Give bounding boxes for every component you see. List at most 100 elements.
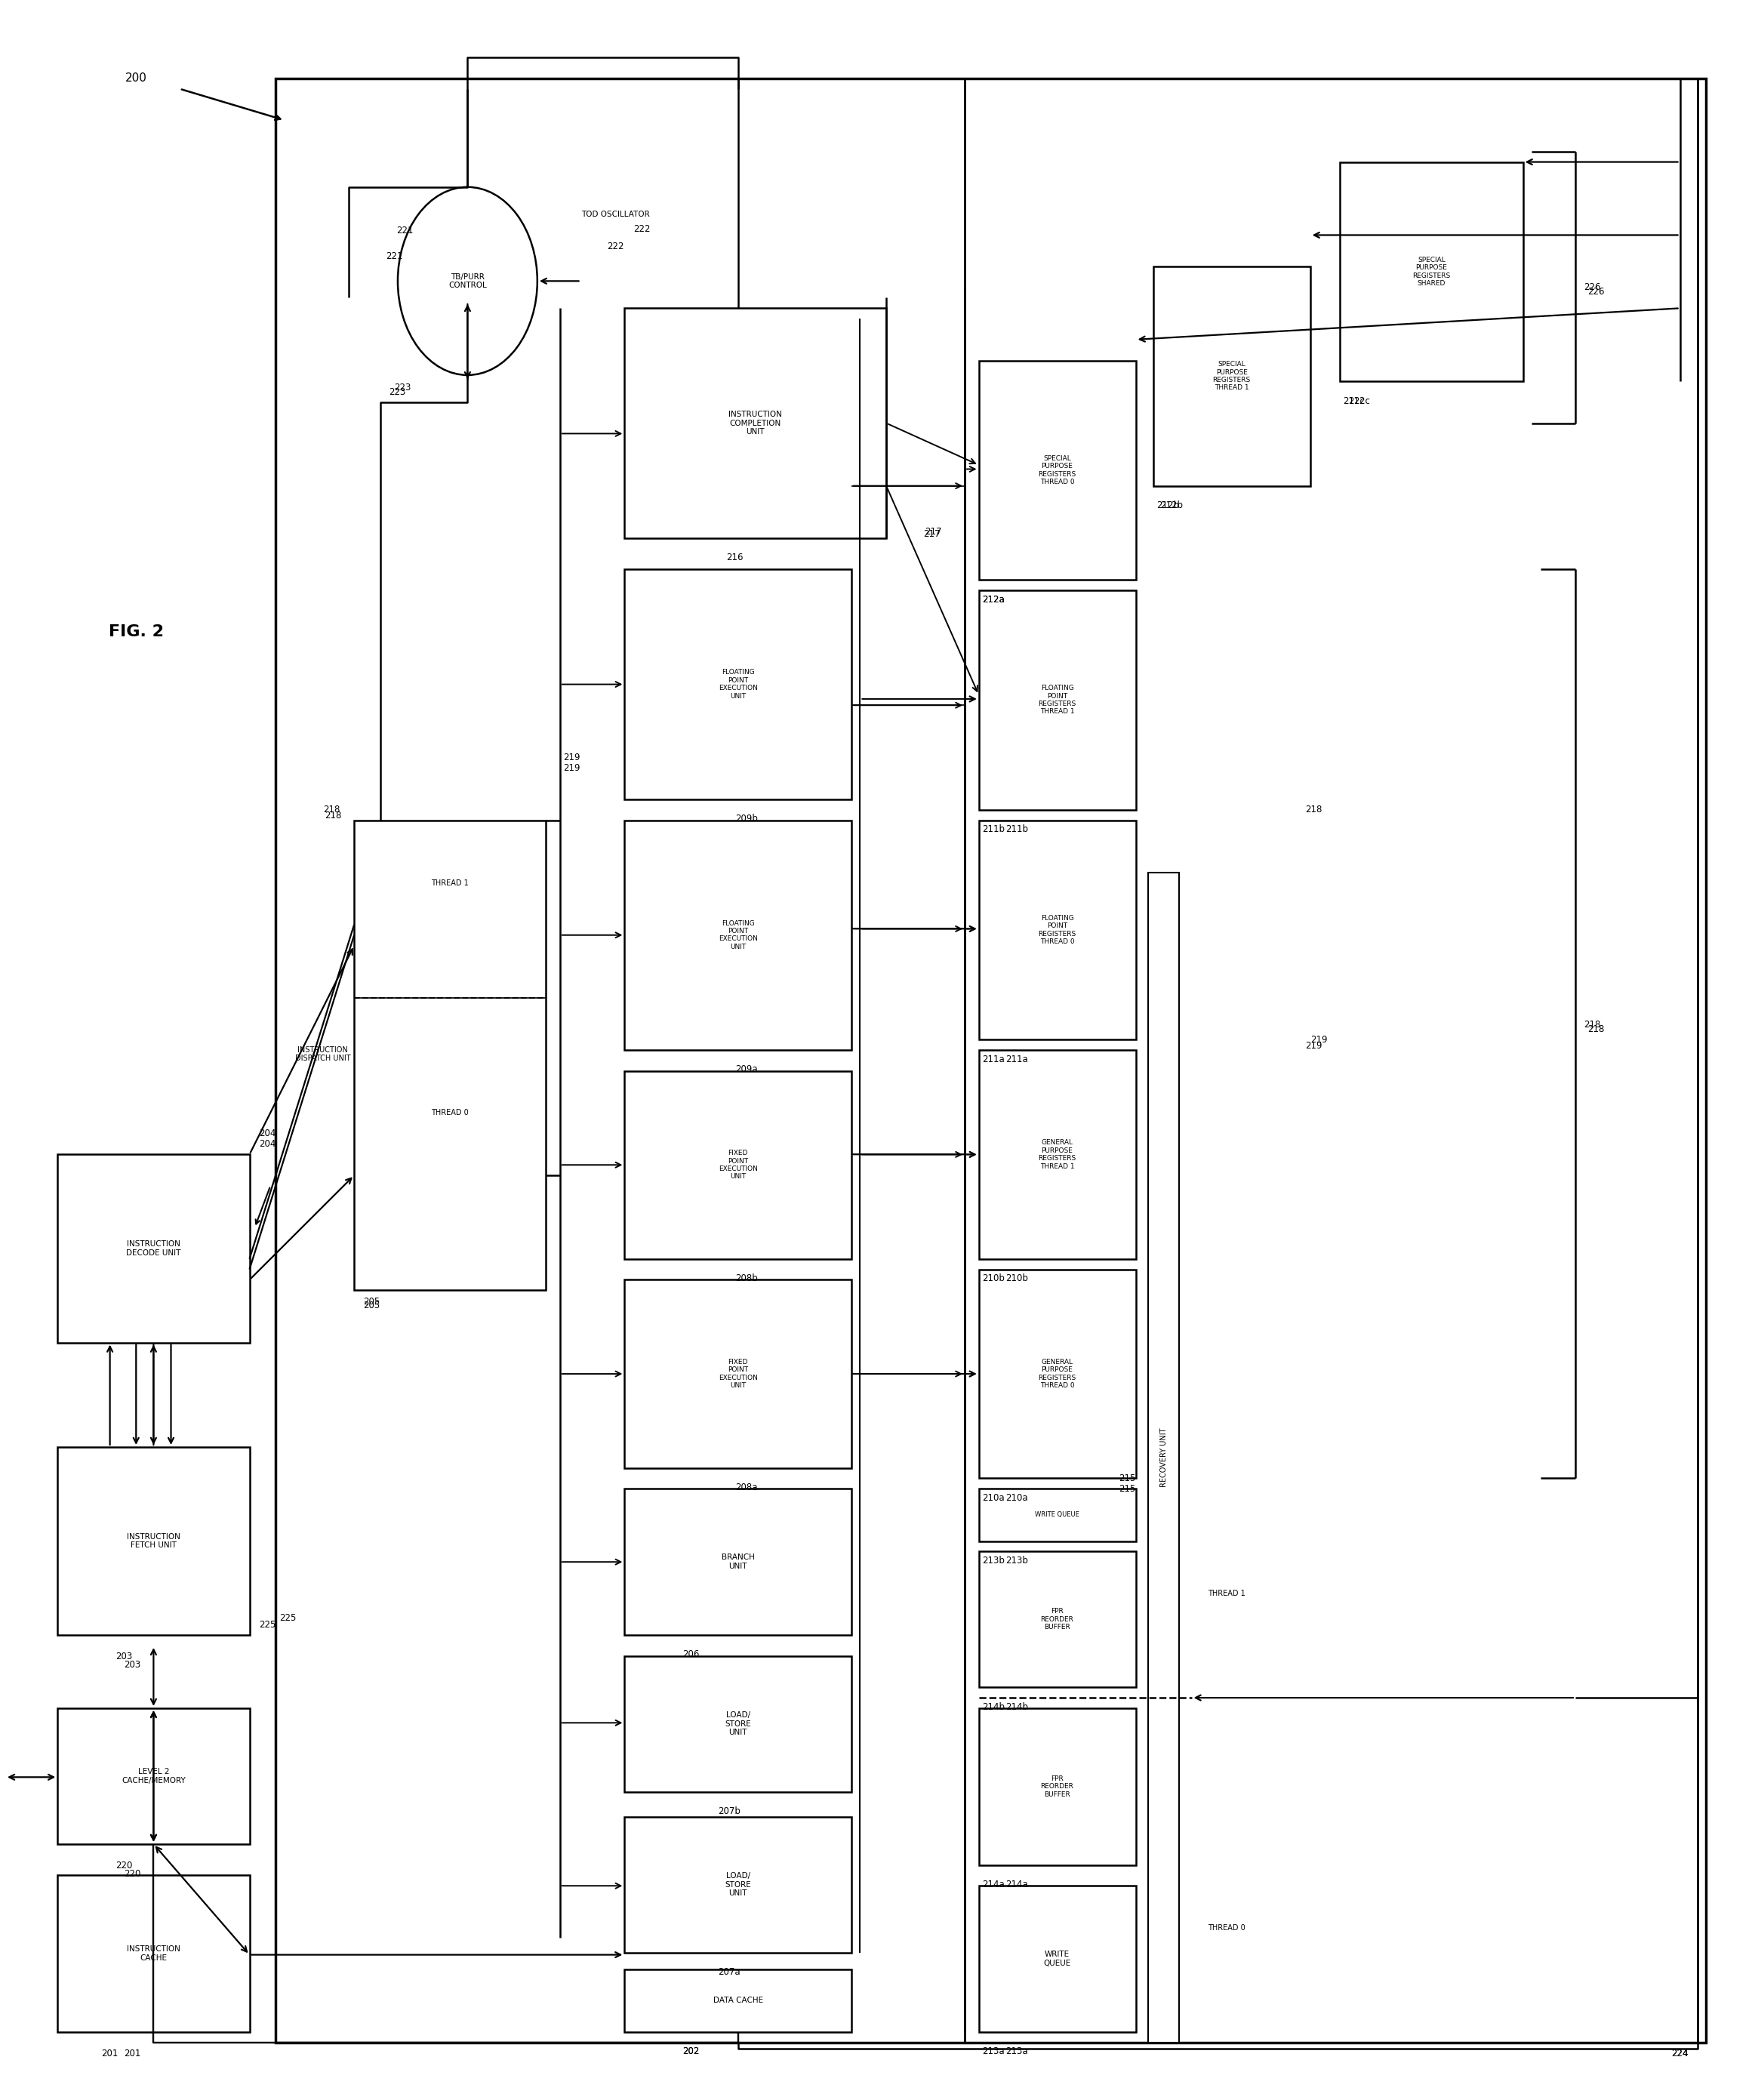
Bar bbox=[625, 309, 886, 538]
Text: 211a: 211a bbox=[1006, 1054, 1028, 1065]
Text: 204: 204 bbox=[258, 1138, 276, 1149]
Text: 222: 222 bbox=[607, 242, 625, 252]
Text: 212a: 212a bbox=[983, 594, 1004, 605]
Bar bbox=[625, 1970, 851, 2033]
Text: WRITE QUEUE: WRITE QUEUE bbox=[1035, 1512, 1079, 1518]
Bar bbox=[979, 361, 1135, 580]
Text: 212c: 212c bbox=[1343, 397, 1365, 405]
Text: FIXED
POINT
EXECUTION
UNIT: FIXED POINT EXECUTION UNIT bbox=[718, 1151, 758, 1180]
Text: 202: 202 bbox=[683, 2048, 698, 2056]
Text: 213b: 213b bbox=[983, 1556, 1004, 1565]
Text: 201: 201 bbox=[125, 2050, 140, 2058]
Text: 221: 221 bbox=[397, 227, 414, 235]
Text: 212a: 212a bbox=[983, 594, 1004, 605]
Text: 205: 205 bbox=[363, 1300, 379, 1310]
Bar bbox=[965, 78, 1697, 2043]
Text: 205: 205 bbox=[363, 1296, 379, 1306]
Text: 210b: 210b bbox=[983, 1273, 1004, 1283]
Bar bbox=[625, 1279, 851, 1468]
Text: DATA CACHE: DATA CACHE bbox=[713, 1997, 763, 2006]
Text: 202: 202 bbox=[683, 2048, 698, 2056]
Text: GENERAL
PURPOSE
REGISTERS
THREAD 1: GENERAL PURPOSE REGISTERS THREAD 1 bbox=[1039, 1140, 1076, 1170]
Text: 218: 218 bbox=[1588, 1025, 1604, 1033]
Bar bbox=[625, 1071, 851, 1260]
Bar bbox=[625, 821, 851, 1050]
Text: 219: 219 bbox=[1311, 1035, 1327, 1044]
Bar bbox=[979, 821, 1135, 1040]
Text: 212b: 212b bbox=[1157, 500, 1179, 510]
Text: 216: 216 bbox=[727, 552, 742, 563]
Text: INSTRUCTION
CACHE: INSTRUCTION CACHE bbox=[126, 1945, 181, 1961]
Text: 224: 224 bbox=[1671, 2050, 1688, 2058]
Text: FPR
REORDER
BUFFER: FPR REORDER BUFFER bbox=[1041, 1774, 1074, 1798]
Text: 214a: 214a bbox=[1006, 1880, 1028, 1890]
Text: INSTRUCTION
DISPATCH UNIT: INSTRUCTION DISPATCH UNIT bbox=[295, 1046, 351, 1063]
Text: 226: 226 bbox=[1588, 286, 1604, 296]
Text: 218: 218 bbox=[1585, 1021, 1601, 1029]
Text: 219: 219 bbox=[563, 752, 581, 762]
Text: 218: 218 bbox=[325, 811, 342, 821]
Text: 223: 223 bbox=[390, 386, 405, 397]
Text: TOD OSCILLATOR: TOD OSCILLATOR bbox=[581, 210, 649, 218]
Text: 225: 225 bbox=[258, 1619, 276, 1630]
Text: SPECIAL
PURPOSE
REGISTERS
SHARED: SPECIAL PURPOSE REGISTERS SHARED bbox=[1413, 256, 1450, 288]
Text: 217: 217 bbox=[923, 529, 941, 540]
Bar bbox=[625, 1489, 851, 1636]
Text: INSTRUCTION
COMPLETION
UNIT: INSTRUCTION COMPLETION UNIT bbox=[728, 412, 783, 435]
Bar bbox=[979, 1489, 1135, 1541]
Text: FIG. 2: FIG. 2 bbox=[109, 624, 163, 640]
Text: 203: 203 bbox=[116, 1653, 132, 1661]
Text: WRITE
QUEUE: WRITE QUEUE bbox=[1044, 1951, 1071, 1968]
Text: 203: 203 bbox=[125, 1661, 140, 1670]
Text: FIXED
POINT
EXECUTION
UNIT: FIXED POINT EXECUTION UNIT bbox=[718, 1359, 758, 1388]
Text: 208a: 208a bbox=[735, 1483, 758, 1493]
Text: 210b: 210b bbox=[1006, 1273, 1028, 1283]
Text: SPECIAL
PURPOSE
REGISTERS
THREAD 0: SPECIAL PURPOSE REGISTERS THREAD 0 bbox=[1039, 456, 1076, 485]
Bar bbox=[58, 1155, 249, 1342]
Text: 217: 217 bbox=[925, 527, 942, 538]
Text: 223: 223 bbox=[395, 382, 411, 393]
Text: GENERAL
PURPOSE
REGISTERS
THREAD 0: GENERAL PURPOSE REGISTERS THREAD 0 bbox=[1039, 1359, 1076, 1388]
Text: 218: 218 bbox=[323, 804, 340, 815]
Text: 222: 222 bbox=[634, 225, 651, 233]
Text: 201: 201 bbox=[102, 2050, 118, 2058]
Bar bbox=[979, 1552, 1135, 1686]
Text: 200: 200 bbox=[125, 74, 147, 84]
Bar bbox=[979, 1707, 1135, 1865]
Bar bbox=[58, 1707, 249, 1844]
Text: 212c: 212c bbox=[1348, 397, 1371, 405]
Text: 212b: 212b bbox=[1160, 500, 1183, 510]
Text: LEVEL 2
CACHE/MEMORY: LEVEL 2 CACHE/MEMORY bbox=[121, 1768, 186, 1785]
Text: 219: 219 bbox=[1306, 1042, 1322, 1050]
Text: 220: 220 bbox=[116, 1861, 132, 1871]
Text: 207b: 207b bbox=[718, 1806, 741, 1816]
Text: 208b: 208b bbox=[735, 1273, 758, 1283]
Text: 211b: 211b bbox=[1006, 825, 1028, 834]
Text: FLOATING
POINT
REGISTERS
THREAD 0: FLOATING POINT REGISTERS THREAD 0 bbox=[1039, 916, 1076, 945]
Text: SPECIAL
PURPOSE
REGISTERS
THREAD 1: SPECIAL PURPOSE REGISTERS THREAD 1 bbox=[1213, 361, 1251, 391]
Text: THREAD 1: THREAD 1 bbox=[432, 880, 469, 886]
Text: 211a: 211a bbox=[983, 1054, 1004, 1065]
Text: 211b: 211b bbox=[983, 825, 1006, 834]
Text: LOAD/
STORE
UNIT: LOAD/ STORE UNIT bbox=[725, 1712, 751, 1737]
Ellipse shape bbox=[398, 187, 537, 376]
Text: RECOVERY UNIT: RECOVERY UNIT bbox=[1160, 1428, 1167, 1487]
Text: 221: 221 bbox=[386, 252, 404, 260]
Text: FLOATING
POINT
EXECUTION
UNIT: FLOATING POINT EXECUTION UNIT bbox=[718, 920, 758, 949]
Text: LOAD/
STORE
UNIT: LOAD/ STORE UNIT bbox=[725, 1873, 751, 1896]
Text: 213a: 213a bbox=[983, 2048, 1004, 2056]
Text: 206: 206 bbox=[683, 1651, 698, 1659]
Text: 224: 224 bbox=[1671, 2050, 1688, 2058]
Text: FPR
REORDER
BUFFER: FPR REORDER BUFFER bbox=[1041, 1609, 1074, 1630]
Text: 219: 219 bbox=[563, 762, 581, 773]
Bar bbox=[979, 590, 1135, 811]
Text: THREAD 1: THREAD 1 bbox=[1207, 1590, 1246, 1596]
Bar bbox=[58, 1875, 249, 2033]
Text: 210a: 210a bbox=[983, 1493, 1004, 1504]
Bar bbox=[1153, 267, 1311, 485]
Text: FLOATING
POINT
REGISTERS
THREAD 1: FLOATING POINT REGISTERS THREAD 1 bbox=[1039, 685, 1076, 716]
Text: THREAD 0: THREAD 0 bbox=[432, 1109, 469, 1117]
Text: 214b: 214b bbox=[983, 1701, 1006, 1712]
Text: 226: 226 bbox=[1585, 281, 1601, 292]
Text: 210a: 210a bbox=[1006, 1493, 1028, 1504]
